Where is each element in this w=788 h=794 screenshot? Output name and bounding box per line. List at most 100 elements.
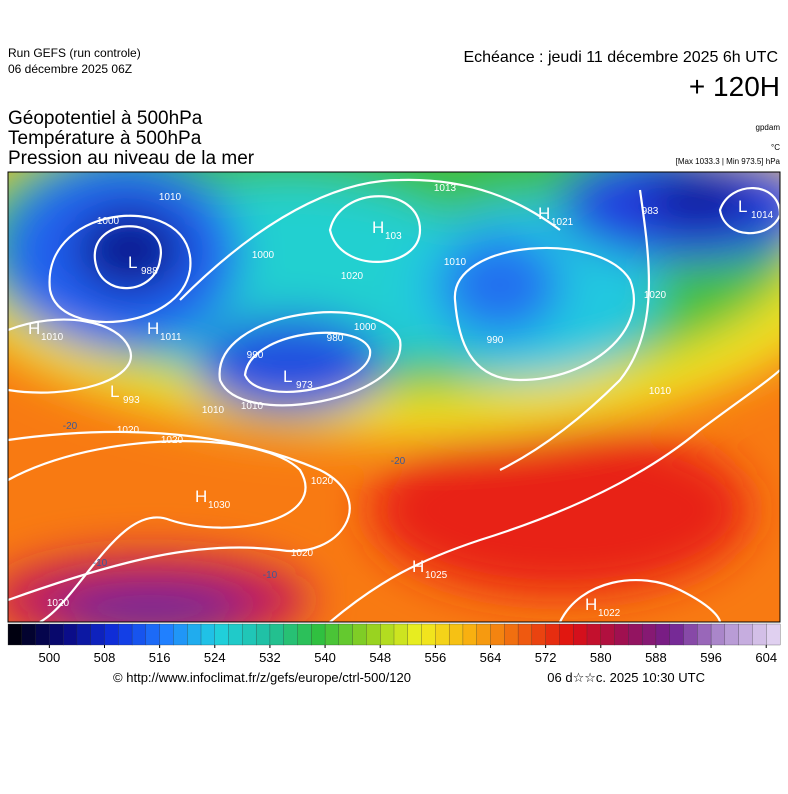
pressure-center-letter: H bbox=[538, 204, 550, 223]
colorbar-swatch bbox=[311, 623, 326, 646]
colorbar-swatch bbox=[752, 623, 767, 646]
colorbar-tick-label: 508 bbox=[94, 650, 116, 665]
temperature-label: -20 bbox=[391, 456, 406, 467]
isobar-label: 990 bbox=[247, 350, 264, 361]
isobar-label: 1000 bbox=[354, 322, 377, 333]
pressure-center-value: 973 bbox=[296, 380, 313, 391]
colorbar-swatch bbox=[559, 623, 574, 646]
colorbar-swatch bbox=[490, 623, 505, 646]
colorbar-swatch bbox=[49, 623, 64, 646]
colorbar-swatch bbox=[655, 623, 671, 646]
colorbar-swatch bbox=[62, 623, 78, 646]
colorbar-swatch bbox=[242, 623, 257, 646]
isobar-label: 1013 bbox=[434, 183, 457, 194]
temperature-label: -10 bbox=[263, 570, 278, 581]
pressure-center-value: 1011 bbox=[160, 332, 182, 343]
isobar-label: 1010 bbox=[202, 405, 225, 416]
colorbar-swatch bbox=[269, 623, 285, 646]
colorbar-tick-label: 516 bbox=[149, 650, 171, 665]
pressure-center-letter: H bbox=[195, 487, 207, 506]
run-name: Run GEFS (run controle) bbox=[8, 46, 141, 60]
colorbar-swatch bbox=[21, 623, 37, 646]
colorbar-swatch bbox=[380, 623, 395, 646]
colorbar-tick-label: 580 bbox=[590, 650, 612, 665]
pressure-center-letter: L bbox=[283, 367, 292, 386]
pressure-center-value: 1022 bbox=[598, 608, 621, 619]
map-field bbox=[8, 172, 780, 622]
colorbar-swatch bbox=[573, 623, 588, 646]
isobar-label: 1010 bbox=[241, 401, 264, 412]
pressure-center-letter: L bbox=[128, 253, 137, 272]
isobar-label: 1010 bbox=[444, 257, 467, 268]
colorbar-swatch bbox=[228, 623, 243, 646]
colorbar-swatch bbox=[283, 623, 298, 646]
field-label: Pression au niveau de la mer bbox=[8, 148, 255, 169]
colorbar-swatch bbox=[338, 623, 354, 646]
colorbar-swatch bbox=[669, 623, 684, 646]
isobar-label: 980 bbox=[327, 333, 344, 344]
pressure-center-value: 1025 bbox=[425, 570, 448, 581]
forecast-time: Echéance : jeudi 11 décembre 2025 6h UTC bbox=[463, 49, 778, 66]
pressure-center-value: 103 bbox=[385, 231, 402, 242]
colorbar-swatch bbox=[131, 623, 147, 646]
colorbar-tick-label: 556 bbox=[425, 650, 447, 665]
colorbar-swatch bbox=[738, 623, 753, 646]
colorbar-tick-label: 596 bbox=[700, 650, 722, 665]
isobar-label: 1020 bbox=[291, 548, 314, 559]
colorbar: 500 508 516 524 532 540 548 556 564 572 580 588 596 6… bbox=[7, 623, 781, 665]
colorbar-swatch bbox=[90, 623, 105, 646]
generated-time: 06 d☆☆c. 2025 10:30 UTC bbox=[547, 670, 705, 685]
pressure-center-letter: L bbox=[110, 382, 119, 401]
colorbar-swatch bbox=[517, 623, 533, 646]
colorbar-swatch bbox=[366, 623, 381, 646]
colorbar-swatch bbox=[173, 623, 188, 646]
colorbar-swatch bbox=[462, 623, 478, 646]
pressure-center-value: 988 bbox=[141, 266, 158, 277]
pressure-center-letter: H bbox=[585, 595, 597, 614]
colorbar-swatch bbox=[504, 623, 519, 646]
isobar-label: 1000 bbox=[252, 250, 275, 261]
colorbar-tick-label: 548 bbox=[369, 650, 391, 665]
unit-label: °C bbox=[771, 143, 780, 152]
isobar-label: 1020 bbox=[311, 476, 334, 487]
isobar-label: 1010 bbox=[159, 192, 182, 203]
isobar-label: 1020 bbox=[47, 598, 70, 609]
colorbar-swatch bbox=[214, 623, 230, 646]
colorbar-tick-label: 588 bbox=[645, 650, 667, 665]
colorbar-swatch bbox=[724, 623, 740, 646]
colorbar-swatch bbox=[297, 623, 312, 646]
lead-time: + 120H bbox=[689, 71, 780, 102]
pressure-center-letter: H bbox=[28, 319, 40, 338]
colorbar-swatch bbox=[118, 623, 133, 646]
colorbar-swatch bbox=[531, 623, 547, 646]
colorbar-swatch bbox=[628, 623, 643, 646]
isobar-label: 990 bbox=[487, 335, 504, 346]
unit-label: gpdam bbox=[756, 123, 781, 132]
colorbar-swatch bbox=[7, 623, 23, 646]
colorbar-swatch bbox=[145, 623, 161, 646]
isobar-label: 1020 bbox=[644, 290, 667, 301]
colorbar-swatch bbox=[435, 623, 450, 646]
colorbar-swatch bbox=[407, 623, 423, 646]
temperature-label: -20 bbox=[63, 421, 78, 432]
field-label: Géopotentiel à 500hPa bbox=[8, 108, 203, 129]
field-label: Température à 500hPa bbox=[8, 128, 202, 149]
colorbar-swatch bbox=[614, 623, 629, 646]
colorbar-swatch bbox=[35, 623, 50, 646]
colorbar-swatch bbox=[324, 623, 340, 646]
pressure-center-letter: H bbox=[372, 218, 384, 237]
colorbar-swatch bbox=[545, 623, 560, 646]
range-label: [Max 1033.3 | Min 973.5] hPa bbox=[676, 157, 781, 166]
colorbar-tick-label: 572 bbox=[535, 650, 557, 665]
temperature-label: -10 bbox=[93, 558, 108, 569]
isobar-label: 1020 bbox=[161, 435, 184, 446]
colorbar-swatch bbox=[697, 623, 712, 646]
isobar-label: 983 bbox=[642, 206, 659, 217]
colorbar-swatch bbox=[104, 623, 119, 646]
colorbar-swatch bbox=[76, 623, 92, 646]
colorbar-swatch bbox=[393, 623, 409, 646]
source-url: © http://www.infoclimat.fr/z/gefs/europe… bbox=[113, 670, 411, 685]
colorbar-swatch bbox=[421, 623, 436, 646]
